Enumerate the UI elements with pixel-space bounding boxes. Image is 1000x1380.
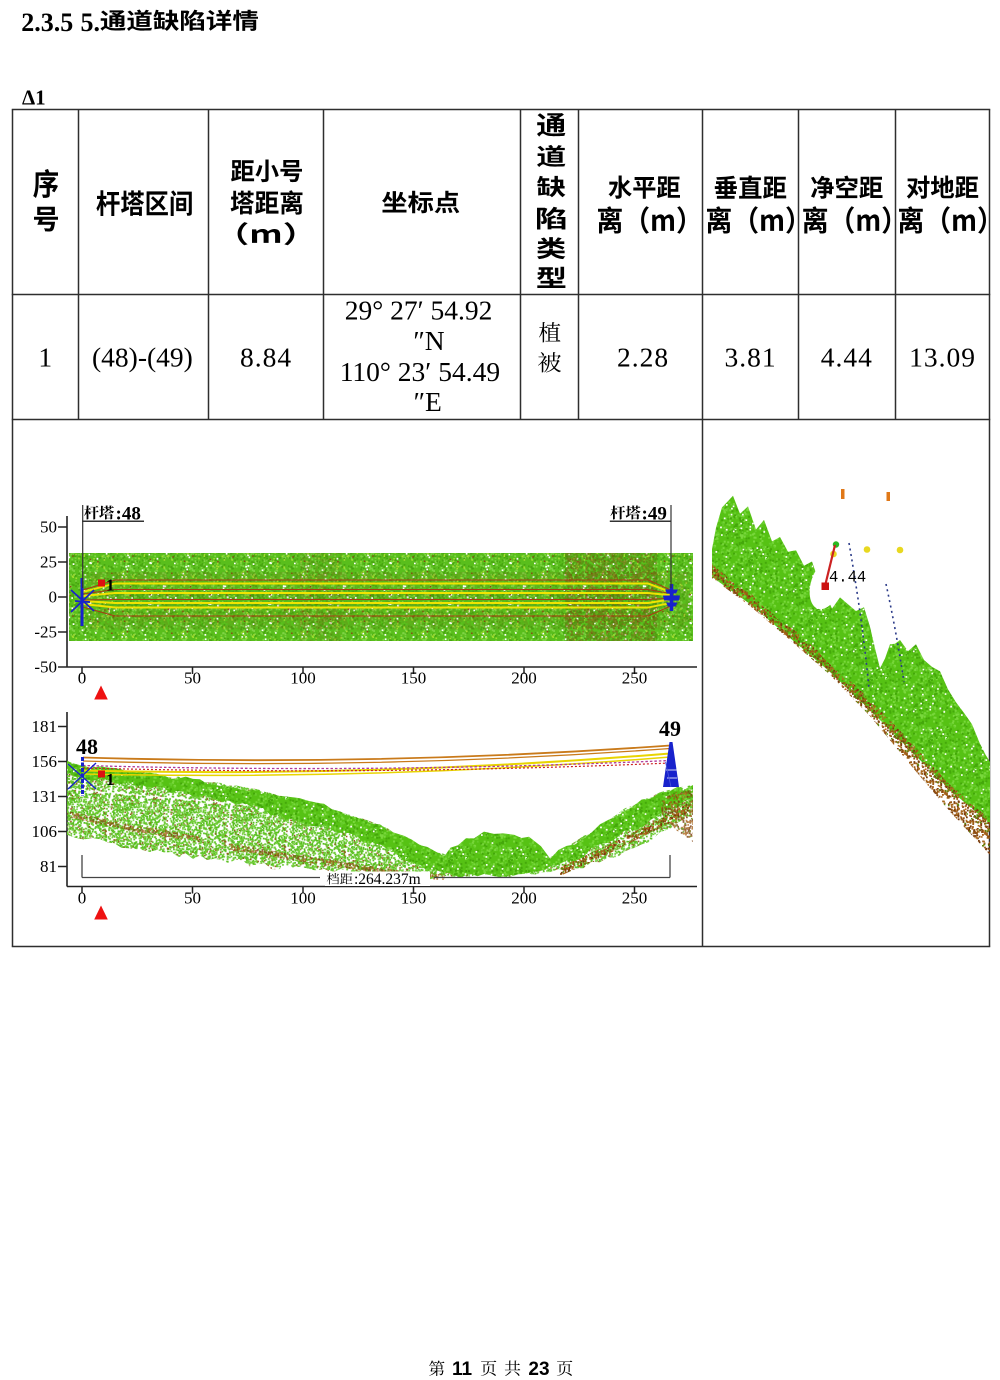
svg-text:81: 81	[40, 857, 57, 876]
svg-text:1: 1	[106, 770, 115, 789]
svg-text:200: 200	[511, 669, 537, 688]
svg-text:″E: ″E	[414, 386, 442, 417]
svg-text:250: 250	[622, 669, 648, 688]
svg-text::48: :48	[116, 504, 141, 525]
svg-text:110° 23′ 54.49: 110° 23′ 54.49	[340, 356, 500, 387]
svg-text:-25: -25	[34, 623, 57, 642]
svg-text::49: :49	[642, 504, 667, 525]
svg-text::264.237m: :264.237m	[354, 871, 421, 888]
svg-text:50: 50	[184, 669, 201, 688]
svg-text:200: 200	[511, 889, 537, 908]
svg-text:13.09: 13.09	[909, 342, 976, 373]
svg-text:106: 106	[32, 822, 58, 841]
svg-text:4.44: 4.44	[829, 569, 866, 587]
svg-text:4.44: 4.44	[821, 342, 873, 373]
svg-text:0: 0	[78, 889, 87, 908]
svg-text:150: 150	[401, 889, 427, 908]
svg-text:250: 250	[622, 889, 648, 908]
svg-text:0: 0	[78, 669, 87, 688]
svg-text:181: 181	[32, 717, 58, 736]
svg-text:156: 156	[32, 752, 58, 771]
svg-text:25: 25	[40, 553, 57, 572]
svg-text:-50: -50	[34, 658, 57, 677]
svg-text:2.3.5: 2.3.5	[21, 8, 73, 37]
svg-text:8.84: 8.84	[240, 342, 292, 373]
svg-text:″N: ″N	[413, 325, 444, 356]
svg-text:49: 49	[659, 716, 681, 741]
svg-text:29° 27′ 54.92: 29° 27′ 54.92	[345, 295, 493, 326]
svg-text:100: 100	[290, 669, 316, 688]
svg-text:(48)-(49): (48)-(49)	[92, 342, 193, 373]
svg-text:3.81: 3.81	[724, 342, 776, 373]
svg-text:150: 150	[401, 669, 427, 688]
svg-text:100: 100	[290, 889, 316, 908]
svg-text:1: 1	[38, 342, 52, 373]
svg-text:1: 1	[106, 576, 115, 595]
svg-text:131: 131	[32, 787, 58, 806]
svg-text:2.28: 2.28	[617, 342, 669, 373]
svg-text:23: 23	[528, 1359, 549, 1380]
svg-text:50: 50	[40, 518, 57, 537]
svg-text:Δ1: Δ1	[22, 86, 46, 110]
svg-text:48: 48	[76, 734, 98, 759]
svg-text:0: 0	[49, 588, 58, 607]
svg-text:5.: 5.	[81, 8, 101, 37]
svg-text:11: 11	[452, 1359, 473, 1380]
svg-text:50: 50	[184, 889, 201, 908]
